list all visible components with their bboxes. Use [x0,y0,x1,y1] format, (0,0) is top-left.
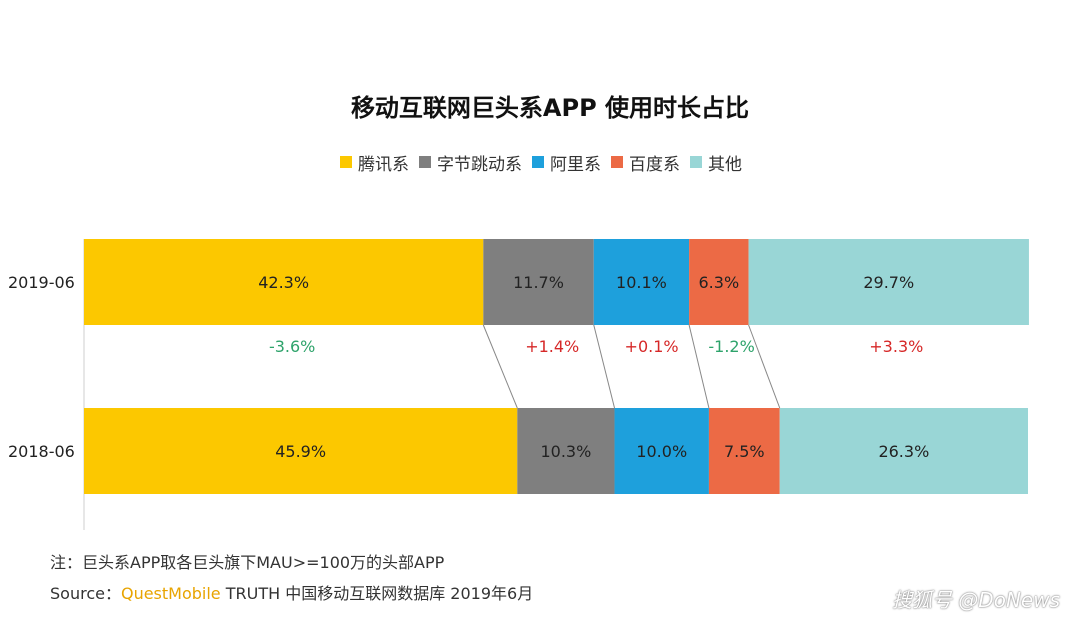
bar-segment [593,239,690,325]
chart-legend: 腾讯系 字节跳动系 阿里系 百度系 其他 [340,150,752,175]
legend-label: 阿里系 [550,154,601,175]
bar-segment [748,239,1029,325]
data-label: 42.3% [258,273,309,292]
source-prefix: Source： [50,584,121,603]
connector-line [748,324,781,409]
bar-segment [689,239,749,325]
data-label: 10.3% [540,442,591,461]
data-label: 11.7% [513,273,564,292]
data-label: 7.5% [724,442,765,461]
legend-swatch [340,156,352,168]
footnote: 注：巨头系APP取各巨头旗下MAU>=100万的头部APP [50,553,445,572]
source-rest: TRUTH 中国移动互联网数据库 2019年6月 [220,584,534,603]
legend-item: 腾讯系 [340,150,409,175]
bar-segment [84,408,518,494]
legend-item: 其他 [690,150,742,175]
chart-title: 移动互联网巨头系APP 使用时长占比 [350,94,750,122]
legend-label: 其他 [708,154,742,175]
connector-line [593,324,616,409]
category-label: 2018-06 [8,442,75,461]
source-brand: QuestMobile [120,584,221,603]
bar-segment [517,408,615,494]
source-line: Source：QuestMobile TRUTH 中国移动互联网数据库 2019… [50,580,533,604]
change-label: +0.1% [625,337,679,356]
legend-label: 字节跳动系 [437,154,522,175]
legend-item: 阿里系 [532,150,601,175]
bar-segment [708,408,780,494]
connector-line [482,324,518,409]
bar-segment [614,408,709,494]
watermark: 搜狐号 @DoNews [891,588,1060,612]
data-label: 45.9% [275,442,326,461]
change-label: -3.6% [269,337,315,356]
legend-label: 百度系 [629,154,680,175]
bar-segment [84,239,484,325]
change-label: -1.2% [708,337,754,356]
legend-swatch [690,156,702,168]
connector-line [688,324,710,409]
change-label: +3.3% [869,337,923,356]
legend-swatch [532,156,544,168]
category-label: 2019-06 [8,273,75,292]
legend-item: 字节跳动系 [419,150,522,175]
change-label: +1.4% [525,337,579,356]
legend-label: 腾讯系 [358,154,409,175]
data-label: 26.3% [878,442,929,461]
legend-swatch [611,156,623,168]
data-label: 10.1% [616,273,667,292]
data-label: 10.0% [636,442,687,461]
data-label: 29.7% [863,273,914,292]
bar-segment [779,408,1028,494]
bar-segment [483,239,594,325]
legend-item: 百度系 [611,150,680,175]
data-label: 6.3% [699,273,740,292]
legend-swatch [419,156,431,168]
